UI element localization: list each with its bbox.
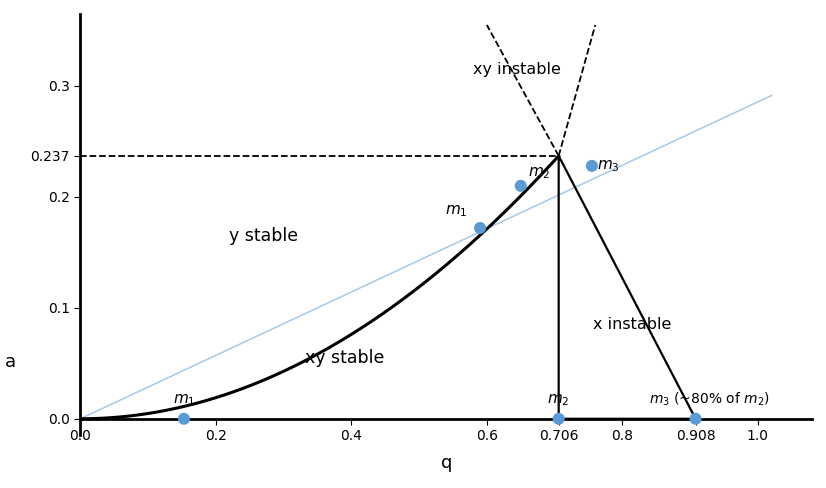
Text: $m_2$: $m_2$ (528, 166, 550, 182)
Point (178, 415, 191, 423)
Text: $m_1$: $m_1$ (173, 392, 195, 407)
Point (473, 224, 487, 232)
Point (514, 182, 527, 190)
Text: $m_1$: $m_1$ (445, 203, 468, 219)
Text: a: a (5, 353, 17, 371)
Text: y stable: y stable (229, 227, 298, 245)
Text: xy stable: xy stable (305, 349, 384, 367)
Text: xy instable: xy instable (473, 62, 562, 77)
Text: $m_3$ (~80% of $m_2$): $m_3$ (~80% of $m_2$) (649, 390, 771, 407)
Text: x instable: x instable (593, 317, 672, 332)
Point (552, 415, 565, 423)
Point (586, 162, 599, 170)
Text: $m_2$: $m_2$ (548, 392, 570, 407)
Point (689, 415, 702, 423)
X-axis label: q: q (440, 454, 452, 472)
Text: $m_3$: $m_3$ (596, 158, 620, 174)
